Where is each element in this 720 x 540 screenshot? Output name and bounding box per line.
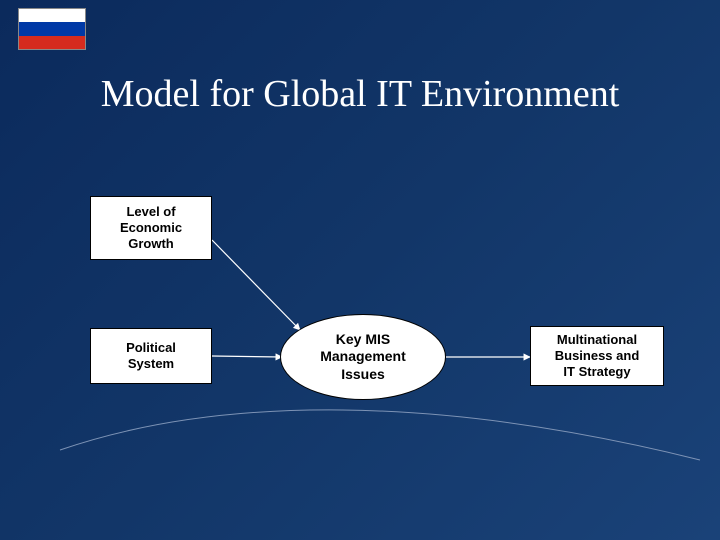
node-political-system: PoliticalSystem: [90, 328, 212, 384]
node-label: Level ofEconomicGrowth: [120, 204, 182, 253]
flag-stripe-2: [19, 22, 85, 35]
node-label: Key MISManagementIssues: [320, 331, 406, 384]
node-label: PoliticalSystem: [126, 340, 176, 373]
flag-russia: [18, 8, 86, 50]
flag-stripe-3: [19, 36, 85, 49]
node-label: MultinationalBusiness andIT Strategy: [555, 332, 640, 381]
page-title: Model for Global IT Environment: [0, 72, 720, 116]
node-economic-growth: Level ofEconomicGrowth: [90, 196, 212, 260]
edge-polit-mis: [212, 356, 282, 357]
flag-stripe-1: [19, 9, 85, 22]
node-multinational-strategy: MultinationalBusiness andIT Strategy: [530, 326, 664, 386]
decorative-curve: [60, 410, 700, 460]
node-key-mis-issues: Key MISManagementIssues: [280, 314, 446, 400]
